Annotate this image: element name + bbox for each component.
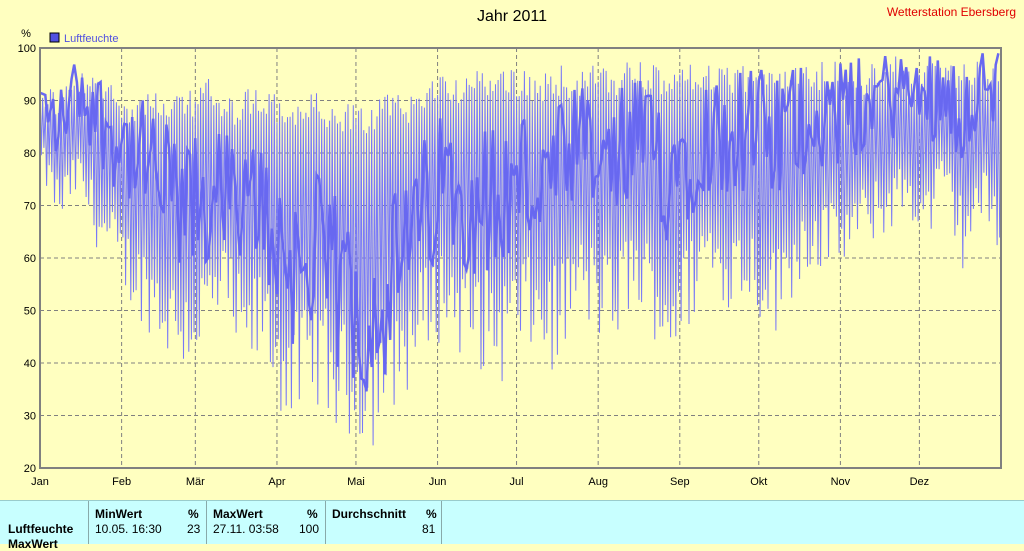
avg-value: 81 [422, 522, 436, 536]
x-tick-label: Jun [429, 476, 447, 488]
x-tick-label: Aug [588, 476, 608, 488]
min-date: 10.05. 16:30 [95, 522, 162, 536]
humidity-range-line [39, 56, 1001, 446]
avg-value-box: Durchschnitt % 81 [325, 501, 442, 544]
x-tick-label: Jul [510, 476, 524, 488]
y-tick-label: 40 [24, 358, 36, 370]
x-tick-label: Jan [31, 476, 49, 488]
legend-label: Luftfeuchte [64, 33, 118, 45]
x-tick-label: Mär [186, 476, 205, 488]
x-tick-label: Mai [347, 476, 365, 488]
min-value-box: MinWert % 10.05. 16:30 23 [88, 501, 206, 544]
max-value: 100 [299, 522, 320, 536]
avg-unit: % [426, 507, 437, 521]
series-lines [39, 53, 1001, 446]
y-tick-label: 20 [24, 463, 36, 475]
max-head: MaxWert [213, 507, 263, 521]
min-value: 23 [187, 522, 201, 536]
y-tick-label: 30 [24, 411, 36, 423]
x-tick-labels: Jan Feb Mär Apr Mai Jun Jul Aug Sep Okt Nov Dez [31, 476, 929, 488]
humidity-chart: Jahr 2011 Wetterstation Ebersberg % Luft… [18, 5, 1016, 488]
humidity-mean-line [39, 53, 1000, 392]
y-tick-label: 60 [24, 253, 36, 265]
x-tick-label: Sep [670, 476, 690, 488]
legend-swatch [49, 32, 60, 43]
x-tick-label: Nov [831, 476, 851, 488]
plot-frame [39, 47, 1002, 469]
statistics-panel: Luftfeuchte MaxWert MinWert % 10.05. 16:… [0, 500, 1024, 551]
max-unit: % [307, 507, 318, 521]
y-tick-labels: 20 30 40 50 60 70 80 90 100 [18, 43, 36, 475]
y-tick-label: 50 [24, 306, 36, 318]
avg-head: Durchschnitt [332, 507, 407, 521]
station-name: Wetterstation Ebersberg [887, 5, 1016, 19]
stats-row-maxwert: MaxWert [8, 537, 58, 551]
y-axis-unit: % [21, 28, 31, 40]
stats-row-labels: Luftfeuchte MaxWert [0, 501, 88, 551]
min-head: MinWert [95, 507, 143, 521]
chart-title: Jahr 2011 [477, 8, 547, 25]
max-date: 27.11. 03:58 [213, 522, 279, 536]
min-unit: % [188, 507, 199, 521]
y-tick-label: 90 [24, 96, 36, 108]
x-tick-label: Okt [750, 476, 767, 488]
x-tick-label: Feb [112, 476, 131, 488]
x-tick-label: Dez [910, 476, 930, 488]
max-value-box: MaxWert % 27.11. 03:58 100 [206, 501, 325, 544]
y-tick-label: 80 [24, 148, 36, 160]
stats-row-luftfeuchte: Luftfeuchte [8, 522, 74, 536]
y-tick-label: 100 [18, 43, 36, 55]
y-tick-label: 70 [24, 201, 36, 213]
x-tick-label: Apr [268, 476, 285, 488]
